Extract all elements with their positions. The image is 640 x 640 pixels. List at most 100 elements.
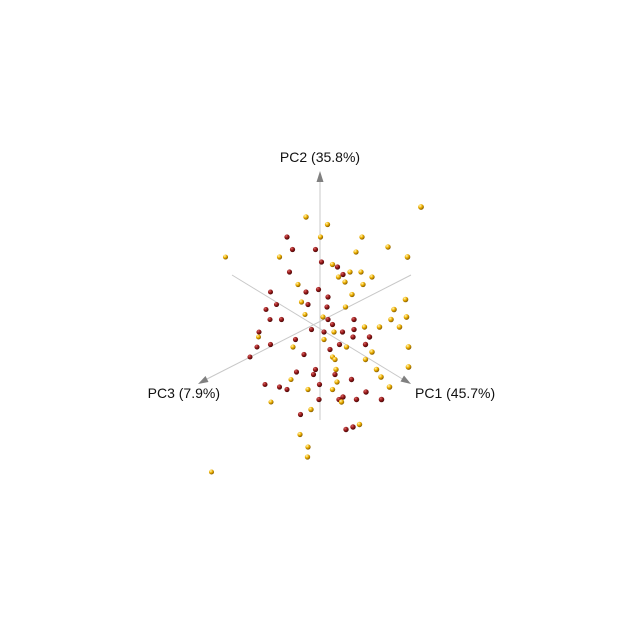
data-point [385, 244, 391, 250]
data-point [308, 326, 315, 333]
axes-group [198, 171, 412, 420]
data-point [356, 421, 363, 428]
pc1-axis-label: PC1 (45.7%) [415, 385, 495, 401]
data-point [263, 306, 269, 313]
data-point [329, 261, 336, 268]
data-point [336, 341, 343, 348]
data-point [208, 469, 215, 475]
data-point [312, 246, 319, 253]
data-point [366, 334, 373, 340]
data-point [324, 304, 330, 310]
data-point [353, 396, 360, 403]
data-point [315, 286, 322, 293]
data-point [325, 294, 331, 300]
data-points-group [208, 204, 424, 475]
data-point [318, 259, 325, 265]
data-point [349, 291, 355, 298]
data-point [316, 381, 323, 388]
data-point [360, 281, 366, 288]
data-point [303, 289, 309, 295]
data-point [321, 336, 327, 343]
data-point [376, 324, 383, 330]
data-point [292, 336, 299, 343]
axis-labels-group: PC2 (35.8%) PC1 (45.7%) PC3 (7.9%) [148, 149, 496, 401]
data-point [333, 366, 339, 373]
data-point [362, 341, 369, 348]
data-point [267, 341, 274, 348]
data-point [276, 254, 283, 260]
data-point [402, 296, 409, 303]
data-point [404, 254, 411, 260]
data-point [340, 394, 346, 400]
data-point [320, 314, 326, 320]
data-point [303, 214, 309, 220]
data-point [289, 246, 296, 253]
data-point [343, 426, 349, 433]
data-point [293, 369, 300, 375]
data-point [305, 386, 311, 393]
data-point [331, 329, 337, 335]
data-point [284, 386, 290, 393]
data-point [342, 304, 349, 310]
data-point [353, 249, 359, 255]
data-point [361, 324, 368, 330]
data-point [351, 316, 357, 323]
data-point [321, 329, 327, 335]
data-point [273, 301, 280, 308]
data-point [391, 306, 397, 313]
data-point [373, 366, 380, 373]
data-point [267, 316, 273, 323]
data-point [317, 234, 324, 240]
data-point [369, 349, 375, 355]
data-point [305, 301, 311, 308]
data-point [286, 269, 293, 275]
data-point [405, 344, 412, 350]
data-point [338, 399, 345, 405]
data-point [350, 334, 356, 340]
data-point [335, 274, 342, 280]
data-point [327, 346, 333, 353]
data-point [362, 356, 369, 363]
data-point [324, 221, 331, 228]
data-point [256, 329, 262, 335]
data-point [363, 389, 369, 395]
data-point [329, 321, 336, 328]
data-point [308, 406, 314, 413]
data-point [340, 271, 346, 278]
data-point [351, 326, 357, 333]
data-point [334, 264, 341, 270]
data-point [222, 254, 229, 260]
data-point [369, 274, 375, 280]
data-point [297, 431, 303, 438]
data-point [348, 376, 355, 383]
data-point [358, 269, 364, 275]
pc3-arrow-icon [198, 376, 209, 384]
data-point [339, 329, 346, 335]
pc3-axis-line [204, 274, 412, 381]
data-point [290, 344, 296, 350]
data-point [301, 351, 307, 358]
data-point [418, 204, 424, 210]
data-point [343, 344, 350, 350]
data-point [288, 376, 294, 383]
pc2-axis-label: PC2 (35.8%) [280, 149, 360, 165]
data-point [316, 396, 322, 403]
data-point [386, 384, 393, 390]
data-point [262, 381, 268, 388]
data-point [255, 334, 262, 340]
data-point [304, 454, 311, 460]
data-point [359, 234, 365, 240]
data-point [267, 289, 274, 295]
data-point [350, 424, 356, 430]
data-point [310, 371, 317, 378]
data-point [332, 371, 338, 378]
data-point [284, 234, 290, 240]
data-point [405, 364, 412, 370]
pc2-arrow-icon [316, 171, 324, 182]
data-point [305, 444, 311, 450]
data-point [332, 356, 338, 363]
data-point [403, 314, 410, 320]
data-point [268, 399, 274, 405]
data-point [295, 281, 301, 288]
pc3-axis-label: PC3 (7.9%) [148, 385, 220, 401]
